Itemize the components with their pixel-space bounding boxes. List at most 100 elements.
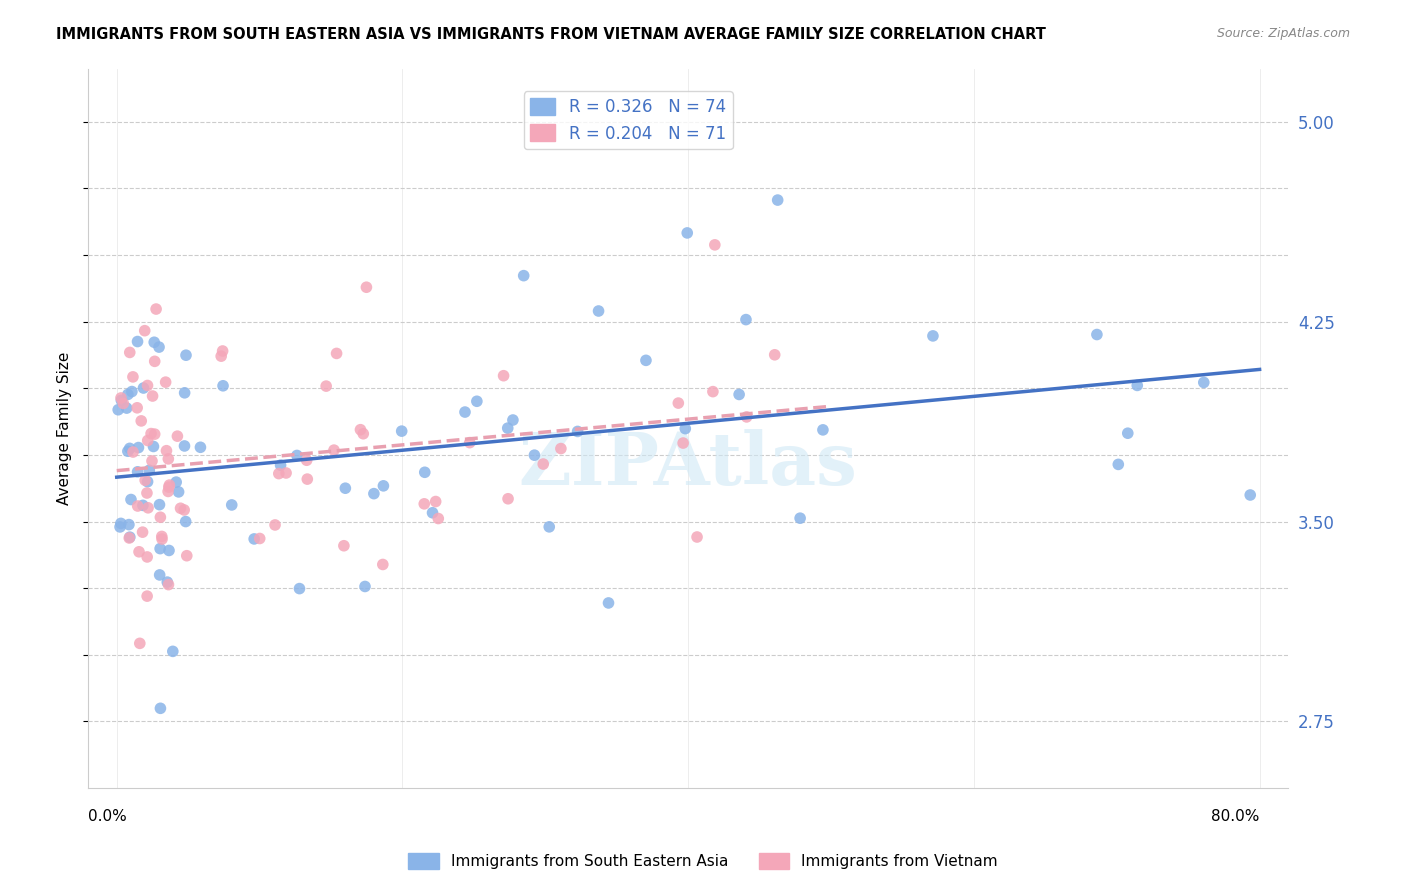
- Point: [427, 511, 450, 525]
- Point: [174, 348, 197, 362]
- Point: [128, 545, 150, 559]
- Point: [288, 582, 311, 596]
- Point: [1192, 376, 1215, 390]
- Point: [666, 396, 689, 410]
- Point: [173, 385, 195, 400]
- Point: [356, 280, 378, 294]
- Point: [149, 701, 172, 715]
- Point: [458, 435, 481, 450]
- Point: [155, 375, 177, 389]
- Point: [157, 543, 180, 558]
- Point: [285, 449, 308, 463]
- Point: [127, 441, 149, 455]
- Text: Source: ZipAtlas.com: Source: ZipAtlas.com: [1216, 27, 1350, 40]
- Point: [496, 491, 519, 506]
- Point: [413, 497, 436, 511]
- Point: [136, 378, 159, 392]
- Point: [1126, 378, 1149, 392]
- Point: [150, 529, 173, 543]
- Point: [295, 453, 318, 467]
- Point: [142, 440, 165, 454]
- Point: [588, 304, 610, 318]
- Point: [454, 405, 477, 419]
- Point: [1085, 327, 1108, 342]
- Point: [110, 516, 132, 531]
- Point: [165, 475, 187, 489]
- Point: [363, 486, 385, 500]
- Point: [333, 539, 356, 553]
- Point: [127, 334, 149, 349]
- Point: [735, 312, 758, 326]
- Point: [190, 440, 212, 454]
- Point: [373, 479, 395, 493]
- Point: [138, 463, 160, 477]
- Point: [209, 349, 232, 363]
- Point: [465, 394, 488, 409]
- Point: [136, 500, 159, 515]
- Point: [634, 353, 657, 368]
- Legend: Immigrants from South Eastern Asia, Immigrants from Vietnam: Immigrants from South Eastern Asia, Immi…: [402, 847, 1004, 875]
- Point: [149, 541, 172, 556]
- Point: [134, 473, 156, 487]
- Point: [523, 448, 546, 462]
- Point: [127, 465, 149, 479]
- Point: [139, 426, 162, 441]
- Point: [167, 484, 190, 499]
- Point: [155, 443, 177, 458]
- Point: [118, 442, 141, 456]
- Point: [108, 520, 131, 534]
- Point: [567, 425, 589, 439]
- Point: [112, 396, 135, 410]
- Point: [1116, 426, 1139, 441]
- Point: [127, 401, 149, 415]
- Point: [673, 422, 696, 436]
- Point: [538, 520, 561, 534]
- Point: [143, 427, 166, 442]
- Y-axis label: Average Family Size: Average Family Size: [58, 351, 72, 505]
- Point: [150, 532, 173, 546]
- Point: [325, 346, 347, 360]
- Point: [117, 444, 139, 458]
- Point: [115, 401, 138, 415]
- Point: [157, 577, 180, 591]
- Point: [735, 409, 758, 424]
- Point: [107, 402, 129, 417]
- Point: [145, 301, 167, 316]
- Point: [1107, 458, 1129, 472]
- Point: [157, 484, 180, 499]
- Point: [159, 478, 181, 492]
- Legend: R = 0.326   N = 74, R = 0.204   N = 71: R = 0.326 N = 74, R = 0.204 N = 71: [524, 91, 733, 149]
- Point: [676, 226, 699, 240]
- Point: [270, 458, 292, 472]
- Point: [127, 499, 149, 513]
- Point: [297, 472, 319, 486]
- Point: [120, 492, 142, 507]
- Point: [531, 457, 554, 471]
- Point: [349, 423, 371, 437]
- Point: [249, 532, 271, 546]
- Point: [763, 348, 786, 362]
- Point: [110, 391, 132, 405]
- Point: [132, 499, 155, 513]
- Point: [136, 549, 159, 564]
- Point: [136, 434, 159, 448]
- Text: ZIPAtlas: ZIPAtlas: [519, 429, 858, 500]
- Point: [143, 335, 166, 350]
- Point: [267, 467, 290, 481]
- Point: [502, 413, 524, 427]
- Point: [117, 387, 139, 401]
- Point: [686, 530, 709, 544]
- Point: [148, 340, 170, 354]
- Point: [174, 515, 197, 529]
- Point: [143, 354, 166, 368]
- Point: [789, 511, 811, 525]
- Text: IMMIGRANTS FROM SOUTH EASTERN ASIA VS IMMIGRANTS FROM VIETNAM AVERAGE FAMILY SIZ: IMMIGRANTS FROM SOUTH EASTERN ASIA VS IM…: [56, 27, 1046, 42]
- Point: [354, 579, 377, 593]
- Point: [128, 636, 150, 650]
- Point: [264, 518, 287, 533]
- Point: [149, 510, 172, 524]
- Point: [728, 387, 751, 401]
- Point: [118, 530, 141, 544]
- Point: [176, 549, 198, 563]
- Point: [122, 370, 145, 384]
